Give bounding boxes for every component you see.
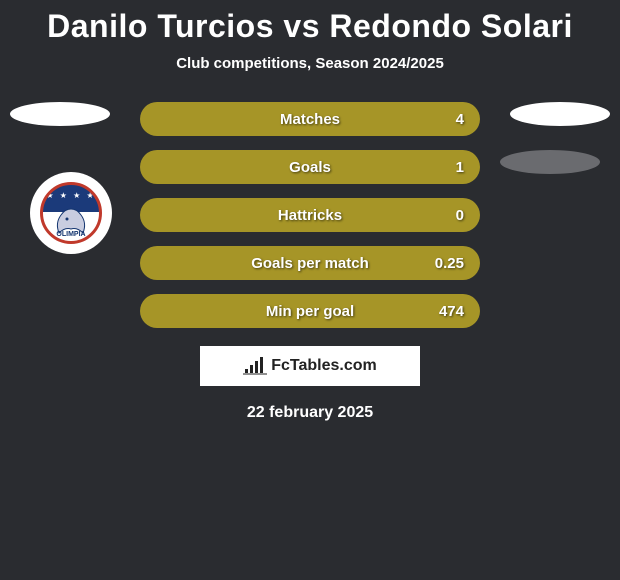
stat-row-hattricks: Hattricks 0 [140,198,480,232]
player-right-placeholder-1 [510,102,610,126]
stat-label: Goals [289,159,331,176]
player-right-placeholder-2 [500,150,600,174]
stat-label: Hattricks [278,207,342,224]
stat-label: Goals per match [251,255,369,272]
badge-stars: ★ ★ ★ ★ [43,191,99,200]
stat-value: 1 [456,159,464,176]
stat-row-min-per-goal: Min per goal 474 [140,294,480,328]
comparison-card: Danilo Turcios vs Redondo Solari Club co… [0,0,620,422]
badge-text: OLIMPIA [43,231,99,238]
brand-box[interactable]: FcTables.com [200,346,420,386]
stat-value: 0.25 [435,255,464,272]
page-title: Danilo Turcios vs Redondo Solari [47,8,573,45]
page-subtitle: Club competitions, Season 2024/2025 [176,55,444,72]
stat-row-goals-per-match: Goals per match 0.25 [140,246,480,280]
stat-value: 474 [439,303,464,320]
club-badge-inner: ★ ★ ★ ★ OLIMPIA [40,182,102,244]
stat-label: Min per goal [266,303,354,320]
stat-row-matches: Matches 4 [140,102,480,136]
brand-text: FcTables.com [271,357,377,375]
stat-value: 0 [456,207,464,224]
brand-chart-icon [243,357,267,375]
player-left-placeholder [10,102,110,126]
stats-area: ★ ★ ★ ★ OLIMPIA Matches 4 Goals 1 Hattri… [0,102,620,328]
stat-value: 4 [456,111,464,128]
stat-row-goals: Goals 1 [140,150,480,184]
date-text: 22 february 2025 [247,404,373,422]
stat-label: Matches [280,111,340,128]
club-badge: ★ ★ ★ ★ OLIMPIA [30,172,112,254]
